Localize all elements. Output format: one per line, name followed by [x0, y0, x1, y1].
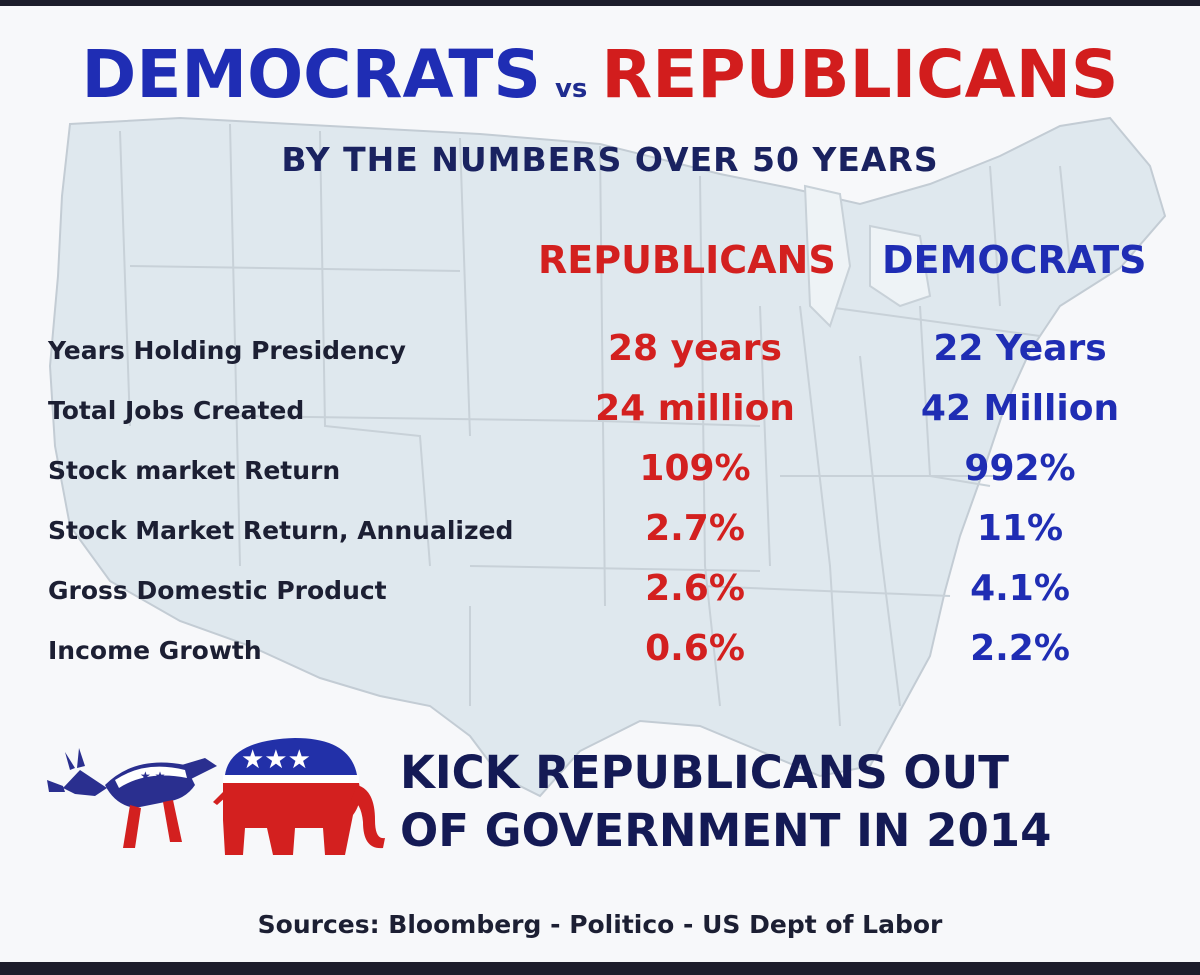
column-header-republicans: REPUBLICANS — [538, 238, 836, 282]
title-vs: vs — [554, 74, 588, 104]
row-label: Total Jobs Created — [48, 396, 305, 425]
table-row: Stock market Return 109% 992% — [0, 444, 1200, 504]
elephant-icon: ★★★ — [213, 738, 385, 855]
column-header-democrats: DEMOCRATS — [882, 238, 1147, 282]
main-title: DEMOCRATS vs REPUBLICANS — [0, 36, 1200, 113]
row-label: Years Holding Presidency — [48, 336, 406, 365]
slogan: KICK REPUBLICANS OUT OF GOVERNMENT IN 20… — [400, 744, 1160, 860]
republican-value: 28 years — [608, 328, 782, 369]
subtitle: BY THE NUMBERS OVER 50 YEARS — [281, 140, 939, 179]
svg-text:★ ★: ★ ★ — [140, 769, 165, 783]
democrat-value: 11% — [976, 508, 1064, 549]
svg-text:★★★: ★★★ — [241, 745, 311, 775]
party-mascots: ★ ★ ★★★ — [47, 738, 385, 855]
row-label: Gross Domestic Product — [48, 576, 387, 605]
democrat-value: 992% — [964, 448, 1076, 489]
donkey-icon: ★ ★ — [47, 748, 217, 848]
slogan-line-2: OF GOVERNMENT IN 2014 — [400, 804, 1052, 857]
row-label: Stock market Return — [48, 456, 341, 485]
title-republicans: REPUBLICANS — [601, 36, 1119, 113]
table-row: Income Growth 0.6% 2.2% — [0, 624, 1200, 684]
title-democrats: DEMOCRATS — [81, 36, 541, 113]
row-label: Stock Market Return, Annualized — [48, 516, 514, 545]
table-row: Gross Domestic Product 2.6% 4.1% — [0, 564, 1200, 624]
sources-footer: Sources: Bloomberg - Politico - US Dept … — [257, 910, 943, 939]
us-map-background — [48, 116, 1167, 798]
infographic: DEMOCRATS vs REPUBLICANS BY THE NUMBERS OV… — [0, 6, 1200, 962]
republican-value: 2.7% — [645, 508, 745, 549]
republican-value: 109% — [639, 448, 751, 489]
table-row: Total Jobs Created 24 million 42 Million — [0, 384, 1200, 444]
table-row: Years Holding Presidency 28 years 22 Yea… — [0, 324, 1200, 384]
democrat-value: 2.2% — [970, 628, 1070, 669]
slogan-line-1: KICK REPUBLICANS OUT — [400, 746, 1009, 799]
republican-value: 0.6% — [645, 628, 745, 669]
republican-value: 2.6% — [645, 568, 745, 609]
democrat-value: 42 Million — [920, 388, 1120, 429]
democrat-value: 4.1% — [970, 568, 1070, 609]
republican-value: 24 million — [595, 388, 795, 429]
row-label: Income Growth — [48, 636, 262, 665]
table-row: Stock Market Return, Annualized 2.7% 11% — [0, 504, 1200, 564]
democrat-value: 22 Years — [933, 328, 1107, 369]
